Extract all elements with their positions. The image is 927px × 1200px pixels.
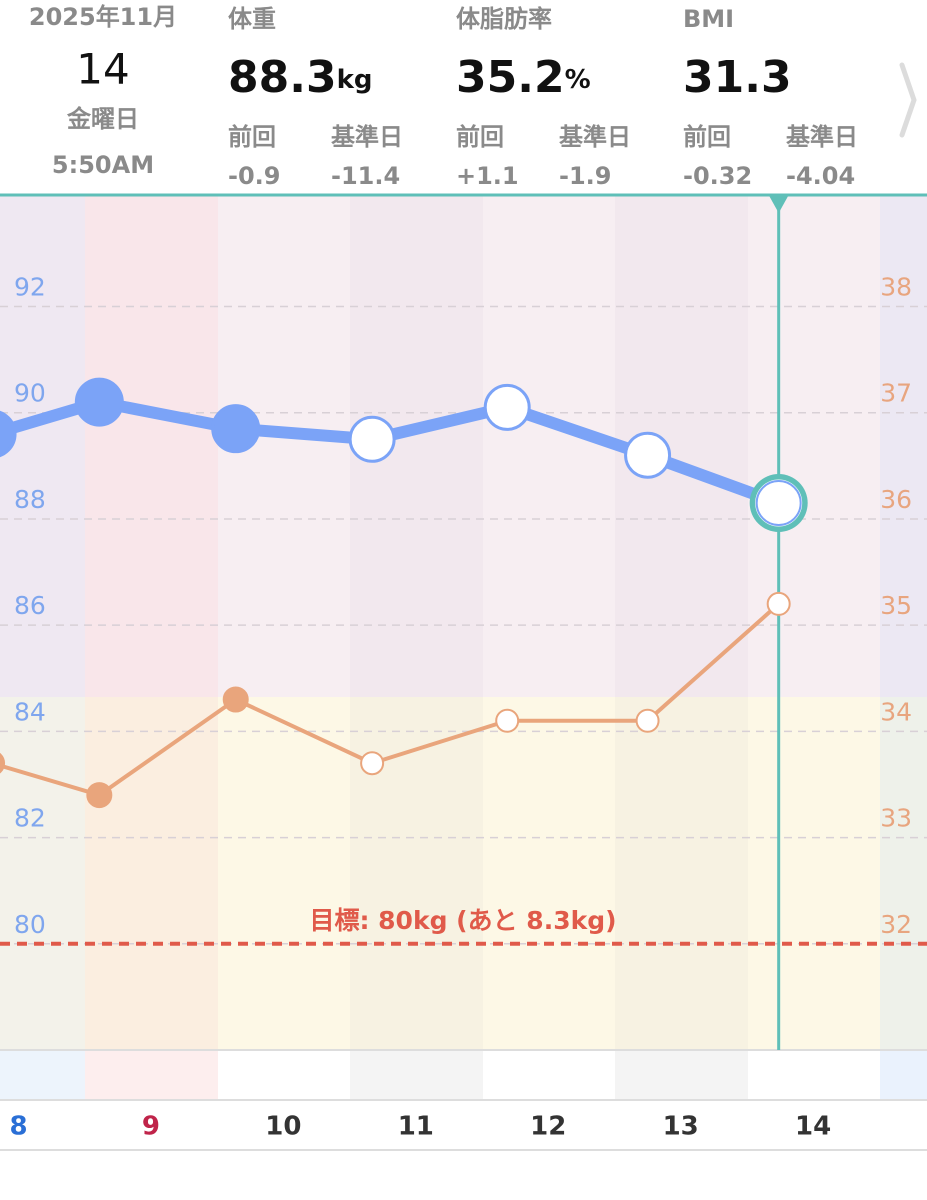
base-value: -4.04 <box>786 162 855 190</box>
stat-number: 35.2 <box>456 52 565 103</box>
plot: 80 82 84 86 88 90 92 32 33 34 35 36 37 38 8 9 10 11 12 13 14… <box>0 195 927 1142</box>
point <box>766 591 791 616</box>
stat-unit: % <box>565 65 591 95</box>
y2-tick-label: 34 <box>880 697 912 726</box>
cursor-head <box>768 195 789 213</box>
y2-tick-label: 38 <box>880 273 912 302</box>
header: 2025年11月 14 金曜日 5:50AM 体重 88.3kg 前回 基準日 -0.9… <box>29 3 858 190</box>
prev-value: -0.32 <box>683 162 752 190</box>
point <box>635 708 660 733</box>
next-arrow[interactable] <box>899 62 917 138</box>
x-tick-label: 13 <box>663 1112 699 1142</box>
x-tick-label: 11 <box>398 1112 434 1142</box>
goal-label: 目標: 80kg (あと 8.3kg) <box>309 906 616 935</box>
point <box>348 415 396 463</box>
y2-tick-label: 35 <box>880 591 912 620</box>
y-tick-label: 84 <box>14 697 46 726</box>
prev-value: -0.9 <box>228 162 280 190</box>
base-label: 基準日 <box>331 123 403 151</box>
prev-label: 前回 <box>228 123 276 151</box>
y2-tick-label: 32 <box>880 910 912 939</box>
point <box>624 431 672 479</box>
point <box>360 751 385 776</box>
x-tick-label: 12 <box>530 1112 566 1142</box>
day: 14 <box>76 45 129 94</box>
y-tick-label: 90 <box>14 379 46 408</box>
point <box>86 782 113 809</box>
base-label: 基準日 <box>559 123 631 151</box>
base-value: -1.9 <box>559 162 611 190</box>
time: 5:50AM <box>52 151 154 179</box>
stat-value: 88.3kg <box>228 52 372 103</box>
y-tick-label: 92 <box>14 273 46 302</box>
highlight-inner <box>755 480 802 527</box>
stat-value: 35.2% <box>456 52 591 103</box>
y2-tick-label: 37 <box>880 379 912 408</box>
prev-label: 前回 <box>456 123 504 151</box>
x-tick-label: 8 <box>9 1112 27 1142</box>
stat-number: 88.3 <box>228 52 337 103</box>
y-tick-label: 88 <box>14 485 46 514</box>
stat-number: 31.3 <box>683 52 792 103</box>
prev-value: +1.1 <box>456 162 519 190</box>
prev-label: 前回 <box>683 123 731 151</box>
stat-unit: kg <box>337 65 373 95</box>
month: 2025年11月 <box>29 3 177 31</box>
point <box>483 383 531 431</box>
y2-tick-label: 36 <box>880 485 912 514</box>
y-tick-label: 82 <box>14 804 46 833</box>
y-tick-label: 86 <box>14 591 46 620</box>
point <box>74 377 124 427</box>
stat-label: 体重 <box>228 5 276 33</box>
base-value: -11.4 <box>331 162 400 190</box>
point <box>222 686 249 713</box>
point <box>0 752 6 774</box>
x-tick-label: 14 <box>795 1112 831 1142</box>
point <box>0 410 17 458</box>
y2-tick-label: 33 <box>880 804 912 833</box>
x-tick-label: 10 <box>265 1112 301 1142</box>
base-label: 基準日 <box>786 123 858 151</box>
y-tick-label: 80 <box>14 910 46 939</box>
stat-value: 31.3 <box>683 52 792 103</box>
x-tick-label: 9 <box>142 1112 160 1142</box>
point <box>211 404 261 454</box>
weekday: 金曜日 <box>66 105 139 133</box>
stat-label: 体脂肪率 <box>456 5 552 33</box>
point <box>495 708 520 733</box>
stat-label: BMI <box>683 5 734 33</box>
